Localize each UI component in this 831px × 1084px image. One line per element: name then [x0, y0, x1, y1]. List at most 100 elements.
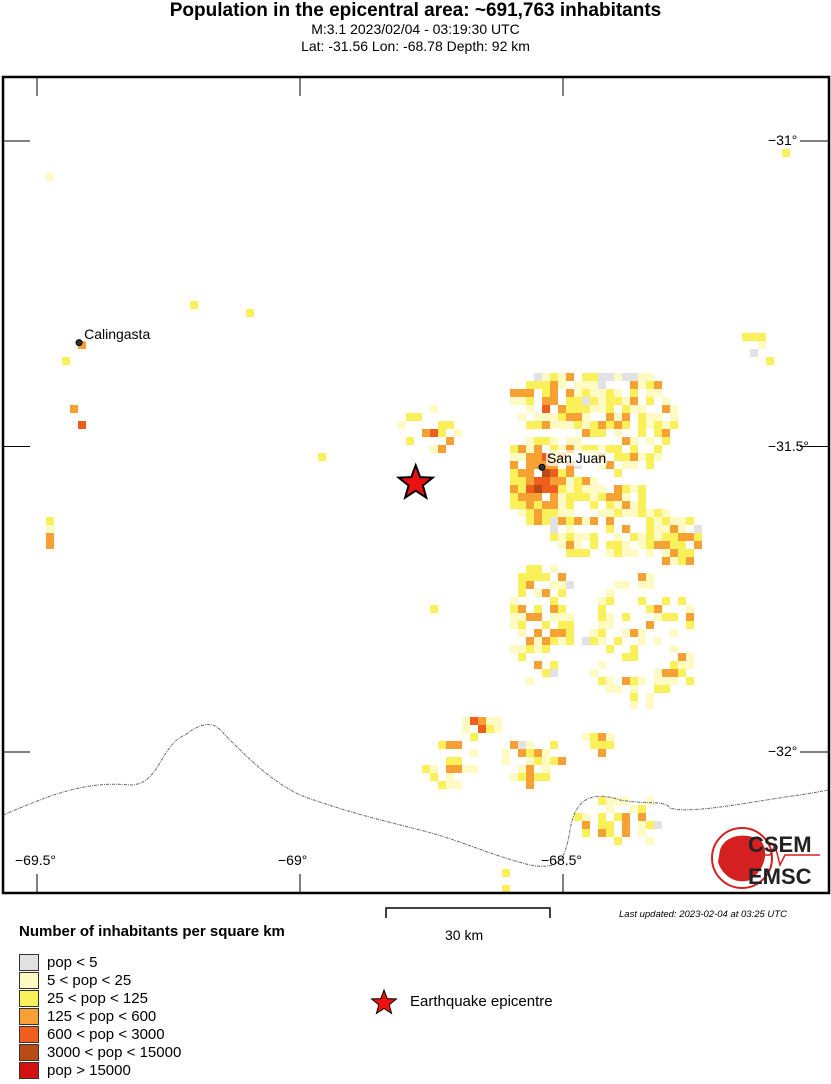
population-cell — [510, 445, 518, 453]
population-cell — [646, 701, 654, 709]
population-cell — [598, 493, 606, 501]
population-cell — [526, 437, 534, 445]
population-cell — [630, 381, 638, 389]
population-cell — [622, 629, 630, 637]
population-cell — [654, 533, 662, 541]
population-cell — [598, 741, 606, 749]
population-cell — [606, 805, 614, 813]
population-cell — [630, 389, 638, 397]
population-cell — [646, 525, 654, 533]
population-cell — [534, 477, 542, 485]
legend-swatch — [19, 989, 39, 1007]
population-cell — [518, 653, 526, 661]
population-cell — [646, 541, 654, 549]
population-cell — [526, 581, 534, 589]
legend-label: 3000 < pop < 15000 — [47, 1043, 182, 1061]
population-cell — [662, 549, 670, 557]
svg-text:EMSC: EMSC — [748, 864, 812, 889]
population-cell — [622, 453, 630, 461]
population-cell — [550, 509, 558, 517]
population-cell — [646, 693, 654, 701]
population-cell — [638, 637, 646, 645]
legend-item: 5 < pop < 25 — [19, 971, 131, 989]
population-cell — [566, 581, 574, 589]
population-cell — [654, 413, 662, 421]
population-cell — [558, 605, 566, 613]
population-cell — [638, 829, 646, 837]
population-cell — [526, 749, 534, 757]
population-cell — [518, 773, 526, 781]
population-cell — [550, 741, 558, 749]
population-cell — [566, 373, 574, 381]
population-cell — [558, 405, 566, 413]
population-cell — [614, 533, 622, 541]
population-cell — [542, 765, 550, 773]
population-cell — [646, 397, 654, 405]
population-cell — [598, 813, 606, 821]
population-cell — [438, 421, 446, 429]
population-cell — [646, 797, 654, 805]
population-cell — [662, 533, 670, 541]
population-cell — [550, 637, 558, 645]
population-cell — [694, 533, 702, 541]
population-cell — [430, 445, 438, 453]
population-cell — [606, 461, 614, 469]
population-cell — [622, 509, 630, 517]
population-cell — [606, 613, 614, 621]
population-cell — [614, 581, 622, 589]
population-cell — [622, 405, 630, 413]
population-cell — [534, 437, 542, 445]
legend-item: pop > 15000 — [19, 1061, 131, 1079]
population-cell — [518, 629, 526, 637]
legend-label: 25 < pop < 125 — [47, 989, 148, 1007]
population-cell — [598, 445, 606, 453]
population-cell — [630, 549, 638, 557]
population-cell — [462, 765, 470, 773]
population-cell — [574, 541, 582, 549]
population-cell — [518, 413, 526, 421]
population-cell — [582, 373, 590, 381]
population-cell — [534, 413, 542, 421]
population-cell — [638, 509, 646, 517]
population-cell — [526, 445, 534, 453]
population-cell — [622, 541, 630, 549]
population-cell — [430, 605, 438, 613]
population-cell — [542, 757, 550, 765]
population-cell — [550, 661, 558, 669]
population-cell — [670, 405, 678, 413]
population-cell — [526, 421, 534, 429]
population-cell — [502, 757, 510, 765]
population-cell — [646, 581, 654, 589]
population-cell — [582, 421, 590, 429]
population-cell — [558, 573, 566, 581]
population-cell — [510, 493, 518, 501]
population-cell — [646, 621, 654, 629]
population-cell — [646, 381, 654, 389]
population-cell — [550, 485, 558, 493]
population-cell — [574, 445, 582, 453]
population-cell — [622, 437, 630, 445]
population-cell — [566, 541, 574, 549]
population-cell — [550, 597, 558, 605]
population-cell — [558, 413, 566, 421]
population-cell — [662, 517, 670, 525]
population-cell — [662, 677, 670, 685]
population-cell — [566, 549, 574, 557]
population-cell — [670, 661, 678, 669]
population-cell — [598, 373, 606, 381]
population-cell — [598, 421, 606, 429]
population-cell — [670, 645, 678, 653]
population-cell — [534, 637, 542, 645]
population-cell — [550, 437, 558, 445]
population-cell — [590, 421, 598, 429]
population-cell — [622, 829, 630, 837]
population-cell — [622, 581, 630, 589]
population-cell — [590, 517, 598, 525]
population-cell — [646, 573, 654, 581]
population-cell — [526, 501, 534, 509]
population-cell — [462, 725, 470, 733]
population-cell — [686, 661, 694, 669]
population-cell — [758, 333, 766, 341]
population-cell — [614, 373, 622, 381]
